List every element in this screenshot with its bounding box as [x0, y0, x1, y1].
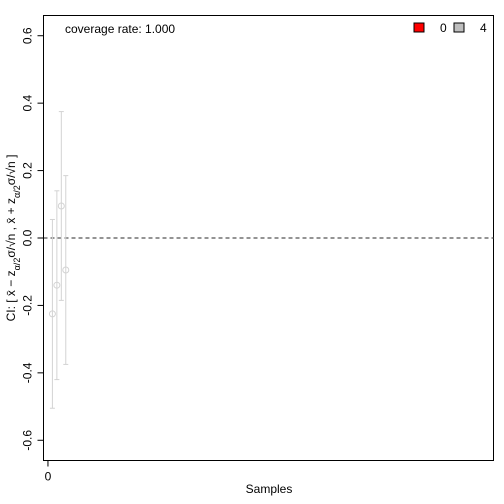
y-tick-label: -0.6 [21, 430, 35, 451]
y-tick-label: -0.2 [21, 295, 35, 316]
point-estimate [62, 266, 70, 274]
y-axis: -0.6 -0.4 -0.2 0.0 0.2 0.4 0.6 [21, 27, 44, 451]
y-tick-label: 0.0 [21, 229, 35, 246]
y-tick-label: 0.4 [21, 94, 35, 111]
y-axis-label-middle: σ/√n , x̄ + z [4, 198, 18, 258]
y-tick-label: 0.2 [21, 162, 35, 179]
x-axis: 0 [45, 460, 52, 484]
legend-label: 4 [480, 21, 487, 35]
y-axis-label-subscript-2: α/2 [12, 185, 22, 198]
x-tick-label: 0 [45, 470, 52, 484]
y-axis-label: CI: [ x̄ − zα/2σ/√n , x̄ + zα/2σ/√n ] [4, 155, 22, 322]
legend-label: 0 [440, 21, 447, 35]
y-axis-label-subscript-1: α/2 [12, 258, 22, 271]
coverage-rate-annotation: coverage rate: 1.000 [65, 22, 175, 36]
point-estimate [48, 310, 56, 318]
point-estimate [57, 202, 65, 210]
interval-group [49, 111, 69, 409]
point-group [48, 202, 70, 318]
y-axis-label-prefix: CI: [ x̄ − z [4, 270, 18, 321]
y-tick-label: 0.6 [21, 27, 35, 44]
y-tick-label: -0.4 [21, 362, 35, 383]
x-axis-label: Samples [246, 482, 293, 496]
point-estimate [53, 281, 61, 289]
legend-swatch [413, 22, 425, 33]
y-axis-label-suffix: σ/√n ] [4, 155, 18, 186]
legend-swatch [453, 22, 465, 33]
